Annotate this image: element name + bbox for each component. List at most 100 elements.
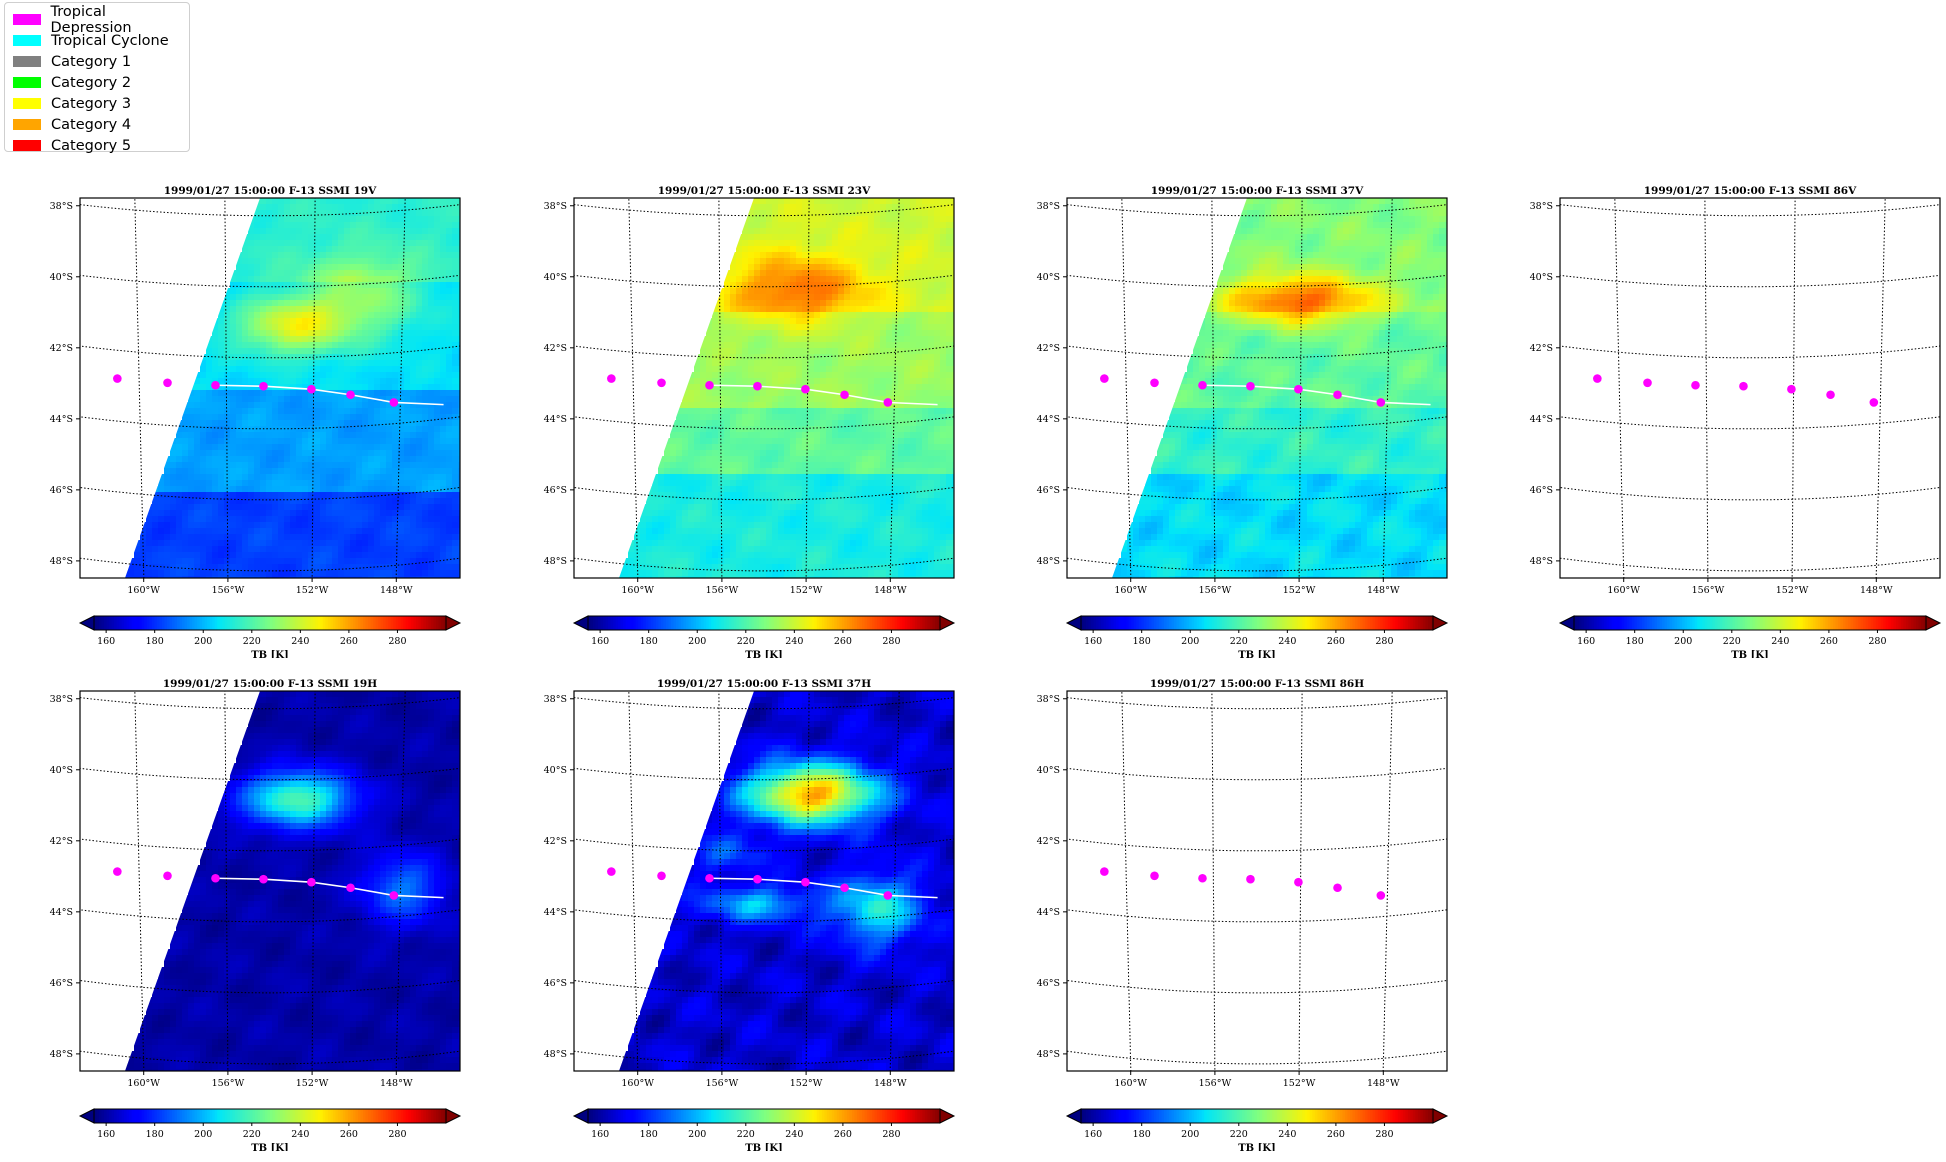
track-point [753,874,762,884]
legend-item: Category 2 [13,72,189,93]
graticule [1560,198,1940,578]
y-tick-label: 38°S [50,694,73,705]
track-point [307,877,316,887]
colorbar-label: TB [K] [251,650,289,658]
colorbar-tick-label: 280 [1375,1129,1393,1140]
track-point [840,883,849,893]
track-point [1826,390,1835,400]
x-tick-label: 156°W [1199,1078,1232,1089]
y-tick-label: 46°S [50,485,73,496]
colorbar-tick-label: 260 [834,1129,852,1140]
y-tick-label: 38°S [1530,201,1553,212]
chart-panel-37h: 1999/01/27 15:00:00 F-13 SSMI 37H 38°S 40°… [544,678,956,1151]
y-tick-label: 42°S [1530,343,1553,354]
y-tick-label: 48°S [1530,556,1553,567]
colorbar-tick-label: 260 [834,636,852,647]
x-tick-label: 152°W [296,585,329,596]
track-point [1294,384,1303,394]
colorbar-label: TB [K] [1238,1143,1276,1151]
track-point [1376,891,1386,900]
x-tick-label: 156°W [1199,585,1232,596]
plot-frame [573,197,955,579]
y-tick-label: 40°S [544,272,567,283]
y-tick-label: 48°S [544,556,567,567]
x-tick-label: 160°W [127,1078,160,1089]
chart-title: 1999/01/27 15:00:00 F-13 SSMI 86V [1644,185,1857,197]
legend-swatch [13,56,41,67]
storm-track-line [709,877,938,899]
colorbar-tick-label: 240 [291,636,309,647]
heatmap-cells [616,691,954,1071]
y-tick-label: 44°S [1037,414,1060,425]
y-tick-label: 48°S [1037,556,1060,567]
y-tick-label: 40°S [544,765,567,776]
chart-title: 1999/01/27 15:00:00 F-13 SSMI 19H [163,678,377,690]
track-point [389,398,399,407]
x-tick-label: 160°W [1114,585,1147,596]
colorbar-label: TB [K] [745,650,783,658]
track-point [1198,873,1207,883]
track-point [1150,378,1159,388]
y-tick-label: 42°S [50,343,73,354]
colorbar-tick-label: 240 [1771,636,1789,647]
graticule [1067,691,1447,1071]
track-point [801,384,810,394]
colorbar-tick-label: 160 [591,1129,609,1140]
track-point [163,378,172,388]
x-tick-label: 148°W [874,1078,907,1089]
colorbar-tick-label: 180 [640,636,658,647]
no-data-region [80,691,260,1071]
colorbar-tick-label: 240 [785,636,803,647]
colorbar-label: TB [K] [1238,650,1276,658]
track-point [307,384,316,394]
y-tick-label: 42°S [50,836,73,847]
y-tick-label: 38°S [544,694,567,705]
plot-frame [1066,197,1448,579]
legend-swatch [13,14,41,25]
track-point [1246,874,1255,884]
track-point [607,867,616,876]
colorbar-tick-label: 160 [1084,1129,1102,1140]
y-tick-label: 38°S [1037,694,1060,705]
chart-panel-19v: 1999/01/27 15:00:00 F-13 SSMI 19V 38°S 40°… [50,185,462,658]
colorbar: 160 180 200 220 240 260 280 TB [K] [1065,615,1449,658]
x-tick-label: 148°W [874,585,907,596]
x-tick-label: 160°W [621,1078,654,1089]
plot-frame [1066,690,1448,1072]
x-tick-label: 156°W [706,585,739,596]
y-tick-label: 42°S [1037,836,1060,847]
colorbar-tick-label: 200 [1181,636,1199,647]
chart-title: 1999/01/27 15:00:00 F-13 SSMI 23V [658,185,871,197]
track-point [1100,374,1109,383]
graticule [1067,198,1447,578]
storm-track-line [215,384,444,406]
y-tick-label: 44°S [1037,907,1060,918]
x-tick-label: 152°W [1283,1078,1316,1089]
legend-item: Category 1 [13,51,189,72]
y-tick-label: 40°S [1037,765,1060,776]
no-data-region [574,198,754,578]
colorbar-tick-label: 280 [1375,636,1393,647]
track-point [840,390,849,400]
y-tick-label: 38°S [50,201,73,212]
track-point [1869,398,1879,407]
colorbar-tick-label: 220 [737,1129,755,1140]
y-tick-label: 44°S [50,414,73,425]
y-tick-label: 44°S [50,907,73,918]
colorbar-tick-label: 260 [1820,636,1838,647]
x-tick-label: 148°W [380,585,413,596]
colorbar-tick-label: 220 [243,636,261,647]
colorbar-tick-label: 200 [1181,1129,1199,1140]
colorbar-tick-label: 180 [1133,1129,1151,1140]
no-data-region [574,691,754,1071]
track-point [1739,381,1748,391]
track-point [211,380,220,390]
chart-panel-23v: 1999/01/27 15:00:00 F-13 SSMI 23V 38°S 40°… [544,185,956,658]
track-point [801,877,810,887]
colorbar-label: TB [K] [745,1143,783,1151]
legend-swatch [13,35,41,46]
colorbar-tick-label: 220 [1723,636,1741,647]
colorbar-tick-label: 180 [1133,636,1151,647]
legend-label: Category 2 [51,74,132,91]
y-tick-label: 46°S [544,978,567,989]
